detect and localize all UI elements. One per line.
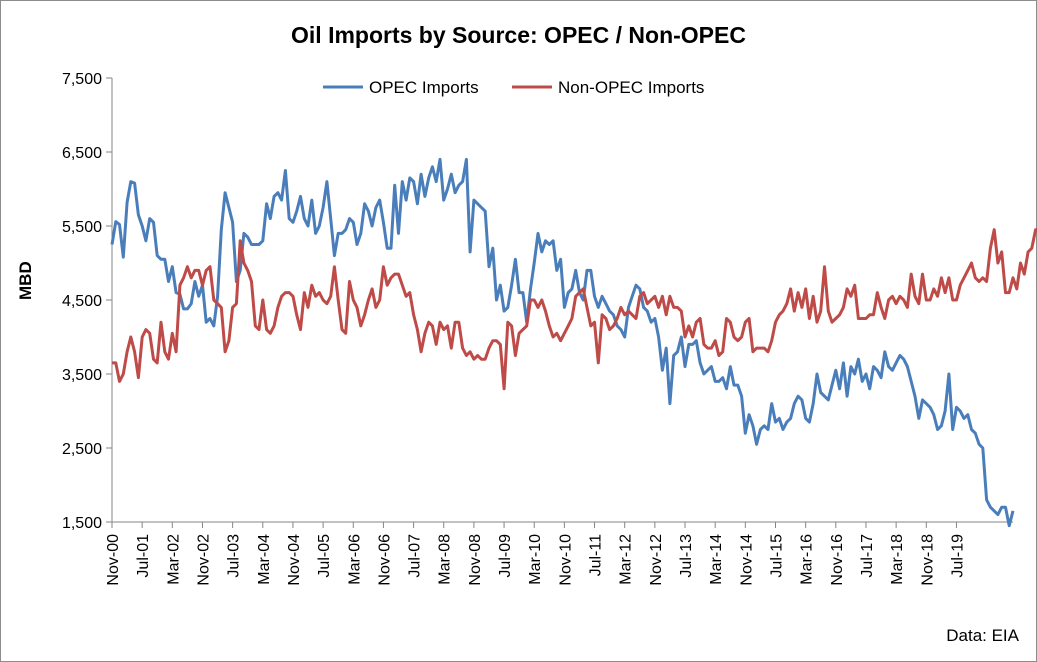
axes: 1,500 2,500 3,500 4,500 5,500 6,500 7,500 Nov-0…: [62, 71, 1013, 586]
y-tick-label: 1,500: [62, 515, 102, 532]
x-tick-label: Nov-18: [919, 534, 936, 586]
y-tick-label: 6,500: [62, 145, 102, 162]
non-opec-imports-line: [112, 228, 1037, 391]
x-tick-label: Jul-15: [768, 534, 785, 578]
x-tick-label: Mar-14: [708, 534, 725, 585]
x-tick-label: Jul-03: [226, 534, 243, 578]
legend-label-non-opec: Non-OPEC Imports: [558, 78, 704, 97]
x-tick-label: Jul-05: [316, 534, 333, 578]
x-tick-label: Jul-07: [407, 534, 424, 578]
legend-label-opec: OPEC Imports: [369, 78, 479, 97]
chart-title: Oil Imports by Source: OPEC / Non-OPEC: [291, 22, 746, 48]
x-tick-label: Nov-02: [195, 534, 212, 586]
x-tick-label: Mar-16: [799, 534, 816, 585]
x-tick-label: Nov-04: [286, 534, 303, 586]
x-tick-label: Mar-04: [256, 534, 273, 585]
x-tick-label: Nov-06: [376, 534, 393, 586]
x-tick-label: Nov-00: [105, 534, 122, 586]
x-tick-label: Jul-09: [497, 534, 514, 578]
x-tick-label: Nov-14: [738, 534, 755, 586]
x-tick-label: Mar-18: [889, 534, 906, 585]
y-tick-label: 5,500: [62, 219, 102, 236]
y-tick-label: 4,500: [62, 293, 102, 310]
x-tick-label: Jul-19: [949, 534, 966, 578]
x-tick-label: Jul-13: [678, 534, 695, 578]
x-tick-label: Mar-08: [437, 534, 454, 585]
y-tick-label: 3,500: [62, 367, 102, 384]
x-tick-label: Mar-12: [618, 534, 635, 585]
x-tick-label: Jul-17: [859, 534, 876, 578]
x-tick-label: Jul-01: [135, 534, 152, 578]
opec-imports-line: [110, 157, 1015, 528]
x-tick-label: Mar-10: [527, 534, 544, 585]
x-tick-label: Nov-08: [467, 534, 484, 586]
x-tick-label: Mar-02: [165, 534, 182, 585]
y-tick-label: 7,500: [62, 71, 102, 88]
x-tick-label: Nov-10: [557, 534, 574, 586]
x-tick-label: Mar-06: [346, 534, 363, 585]
x-tick-label: Nov-12: [648, 534, 665, 586]
x-tick-label: Nov-16: [829, 534, 846, 586]
y-tick-label: 2,500: [62, 441, 102, 458]
x-tick-label: Jul-11: [588, 534, 605, 576]
source-note: Data: EIA: [946, 626, 1019, 645]
legend: OPEC Imports Non-OPEC Imports: [323, 78, 704, 97]
series-group: [110, 157, 1037, 528]
